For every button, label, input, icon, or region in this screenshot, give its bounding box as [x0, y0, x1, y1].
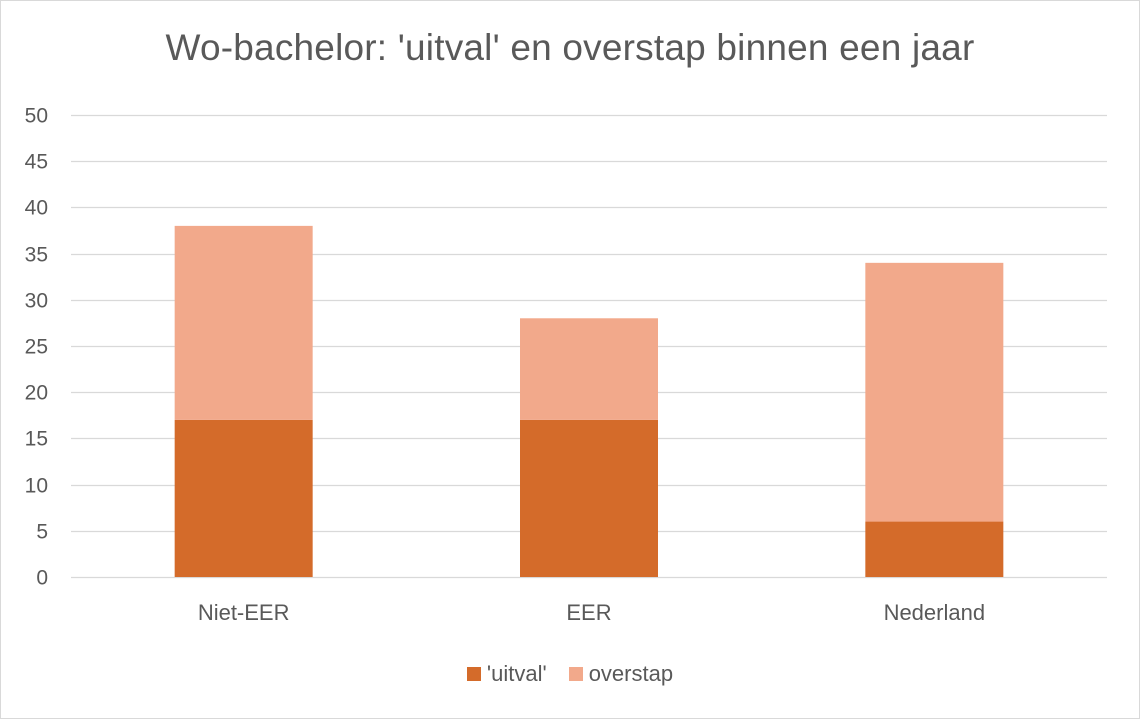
bar-overstap-nederland: [865, 262, 1004, 522]
y-axis-ticks: 0 5 10 15 20 25 30 35 40 45 50: [25, 105, 48, 590]
y-tick-label: 0: [36, 567, 48, 590]
bar-uitval-eer: [520, 419, 658, 577]
y-tick-label: 5: [36, 521, 48, 544]
legend: 'uitval' overstap: [1, 661, 1139, 687]
x-category-label: Niet-EER: [198, 600, 290, 625]
chart-title: Wo-bachelor: 'uitval' en overstap binnen…: [165, 27, 975, 68]
y-tick-label: 15: [25, 428, 48, 451]
x-category-label: EER: [566, 600, 611, 625]
y-tick-label: 40: [25, 197, 48, 220]
y-tick-label: 35: [25, 244, 48, 267]
y-tick-label: 50: [25, 105, 48, 128]
y-tick-label: 20: [25, 382, 48, 405]
bar-overstap-niet-eer: [174, 225, 313, 420]
legend-label: 'uitval': [486, 661, 547, 686]
legend-swatch: [568, 667, 583, 681]
bars: [174, 225, 1004, 577]
bar-uitval-nederland: [865, 521, 1004, 577]
bar-uitval-niet-eer: [174, 419, 313, 577]
x-category-label: Nederland: [884, 600, 986, 625]
y-tick-label: 25: [25, 336, 48, 359]
bar-overstap-eer: [520, 318, 658, 420]
legend-item-uitval: 'uitval': [466, 661, 547, 687]
legend-item-overstap: overstap: [568, 661, 674, 687]
legend-label: overstap: [588, 661, 674, 686]
x-axis-categories: Niet-EER EER Nederland: [198, 600, 985, 625]
y-tick-label: 30: [25, 290, 48, 313]
y-tick-label: 45: [25, 151, 48, 174]
legend-swatch: [466, 667, 481, 681]
y-tick-label: 10: [25, 475, 48, 498]
